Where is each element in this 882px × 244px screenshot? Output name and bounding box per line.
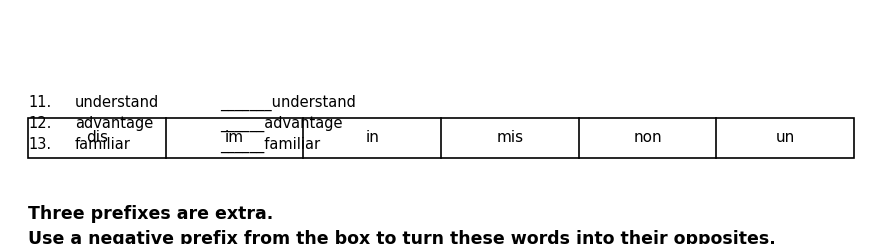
Text: advantage: advantage [75,116,153,131]
Text: Use a negative prefix from the box to turn these words into their opposites.: Use a negative prefix from the box to tu… [28,230,776,244]
Text: 12.: 12. [28,116,51,131]
Text: familiar: familiar [75,137,131,152]
Text: _______understand: _______understand [220,95,355,111]
Text: un: un [775,131,795,145]
Text: understand: understand [75,95,160,110]
Text: ______familiar: ______familiar [220,137,320,153]
Text: 13.: 13. [28,137,51,152]
Text: Three prefixes are extra.: Three prefixes are extra. [28,205,273,223]
Text: non: non [633,131,662,145]
Text: mis: mis [497,131,523,145]
Text: 11.: 11. [28,95,51,110]
Text: im: im [225,131,244,145]
Bar [28,118,854,158]
Text: ______advantage: ______advantage [220,116,342,132]
Text: in: in [365,131,379,145]
Text: dis: dis [86,131,108,145]
